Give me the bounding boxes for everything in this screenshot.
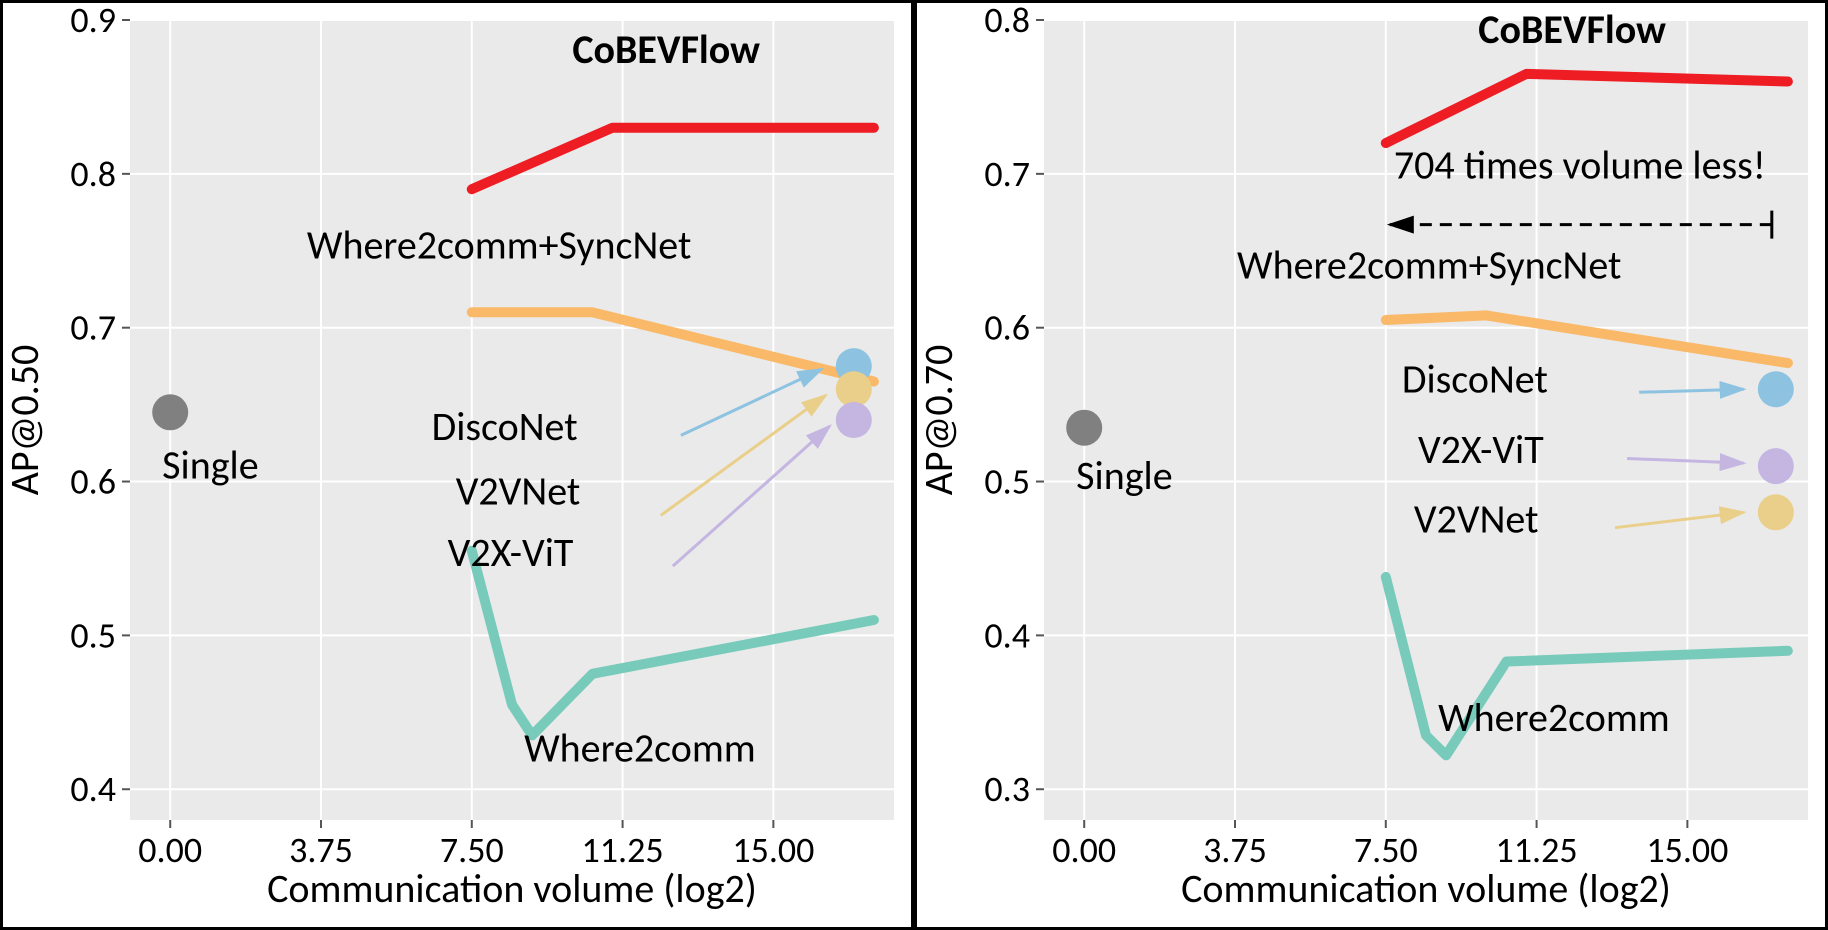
y-tick-label: 0.9 bbox=[70, 0, 116, 42]
y-tick-label: 0.3 bbox=[984, 767, 1030, 811]
y-tick-label: 0.8 bbox=[984, 0, 1030, 42]
annotation-disconet_label: DiscoNet bbox=[1402, 354, 1548, 403]
figure-container: CoBEVFlow Where2comm+SyncNet DiscoNet V2VNe… bbox=[0, 0, 1828, 930]
point-disconet bbox=[1758, 371, 1794, 407]
y-tick-label: 0.6 bbox=[70, 460, 116, 504]
y-tick-label: 0.5 bbox=[984, 460, 1030, 504]
y-axis-label: AP@0.50 bbox=[0, 345, 49, 496]
left-chart-svg: CoBEVFlow Where2comm+SyncNet DiscoNet V2VNe… bbox=[0, 0, 914, 930]
annotation-single_label: Single bbox=[162, 440, 258, 489]
x-tick-label: 0.00 bbox=[138, 828, 202, 872]
annotation-where2comm_label: Where2comm bbox=[524, 724, 756, 773]
x-axis-label: Communication volume (log2) bbox=[1181, 864, 1671, 913]
y-tick-label: 0.6 bbox=[984, 306, 1030, 350]
annotation-syncnet_label: Where2comm+SyncNet bbox=[1237, 240, 1621, 289]
x-axis-label: Communication volume (log2) bbox=[267, 864, 757, 913]
y-tick-label: 0.5 bbox=[70, 613, 116, 657]
annotation-where2comm_label: Where2comm bbox=[1438, 693, 1670, 742]
annotation-syncnet_label: Where2comm+SyncNet bbox=[307, 220, 691, 269]
point-v2xvit bbox=[836, 402, 872, 438]
annotation-v2vnet_label: V2VNet bbox=[456, 467, 581, 516]
annotation-single_label: Single bbox=[1076, 451, 1172, 500]
annotation-cobevflow_label: CoBEVFlow bbox=[572, 25, 760, 74]
y-tick-label: 0.4 bbox=[70, 767, 116, 811]
left-panel: CoBEVFlow Where2comm+SyncNet DiscoNet V2VNe… bbox=[0, 0, 914, 930]
point-v2vnet bbox=[836, 371, 872, 407]
x-tick-label: 0.00 bbox=[1052, 828, 1116, 872]
point-single bbox=[1066, 410, 1102, 446]
annotation-v2xvit_label: V2X-ViT bbox=[1418, 425, 1544, 474]
y-tick-label: 0.7 bbox=[984, 152, 1030, 196]
right-panel: CoBEVFlow 704 times volume less! Where2com… bbox=[914, 0, 1828, 930]
y-tick-label: 0.4 bbox=[984, 613, 1030, 657]
y-tick-label: 0.7 bbox=[70, 306, 116, 350]
right-chart-svg: CoBEVFlow 704 times volume less! Where2com… bbox=[914, 0, 1828, 930]
point-v2vnet bbox=[1758, 494, 1794, 530]
annotation-cobevflow_label: CoBEVFlow bbox=[1478, 5, 1666, 54]
annotation-v2vnet_label: V2VNet bbox=[1414, 494, 1539, 543]
annotation-volume_less: 704 times volume less! bbox=[1394, 140, 1766, 189]
annotation-v2xvit_label: V2X-ViT bbox=[448, 528, 574, 577]
y-axis-label: AP@0.70 bbox=[914, 345, 963, 496]
point-v2xvit bbox=[1758, 448, 1794, 484]
annotation-disconet_label: DiscoNet bbox=[432, 402, 578, 451]
y-tick-label: 0.8 bbox=[70, 152, 116, 196]
point-single bbox=[152, 394, 188, 430]
